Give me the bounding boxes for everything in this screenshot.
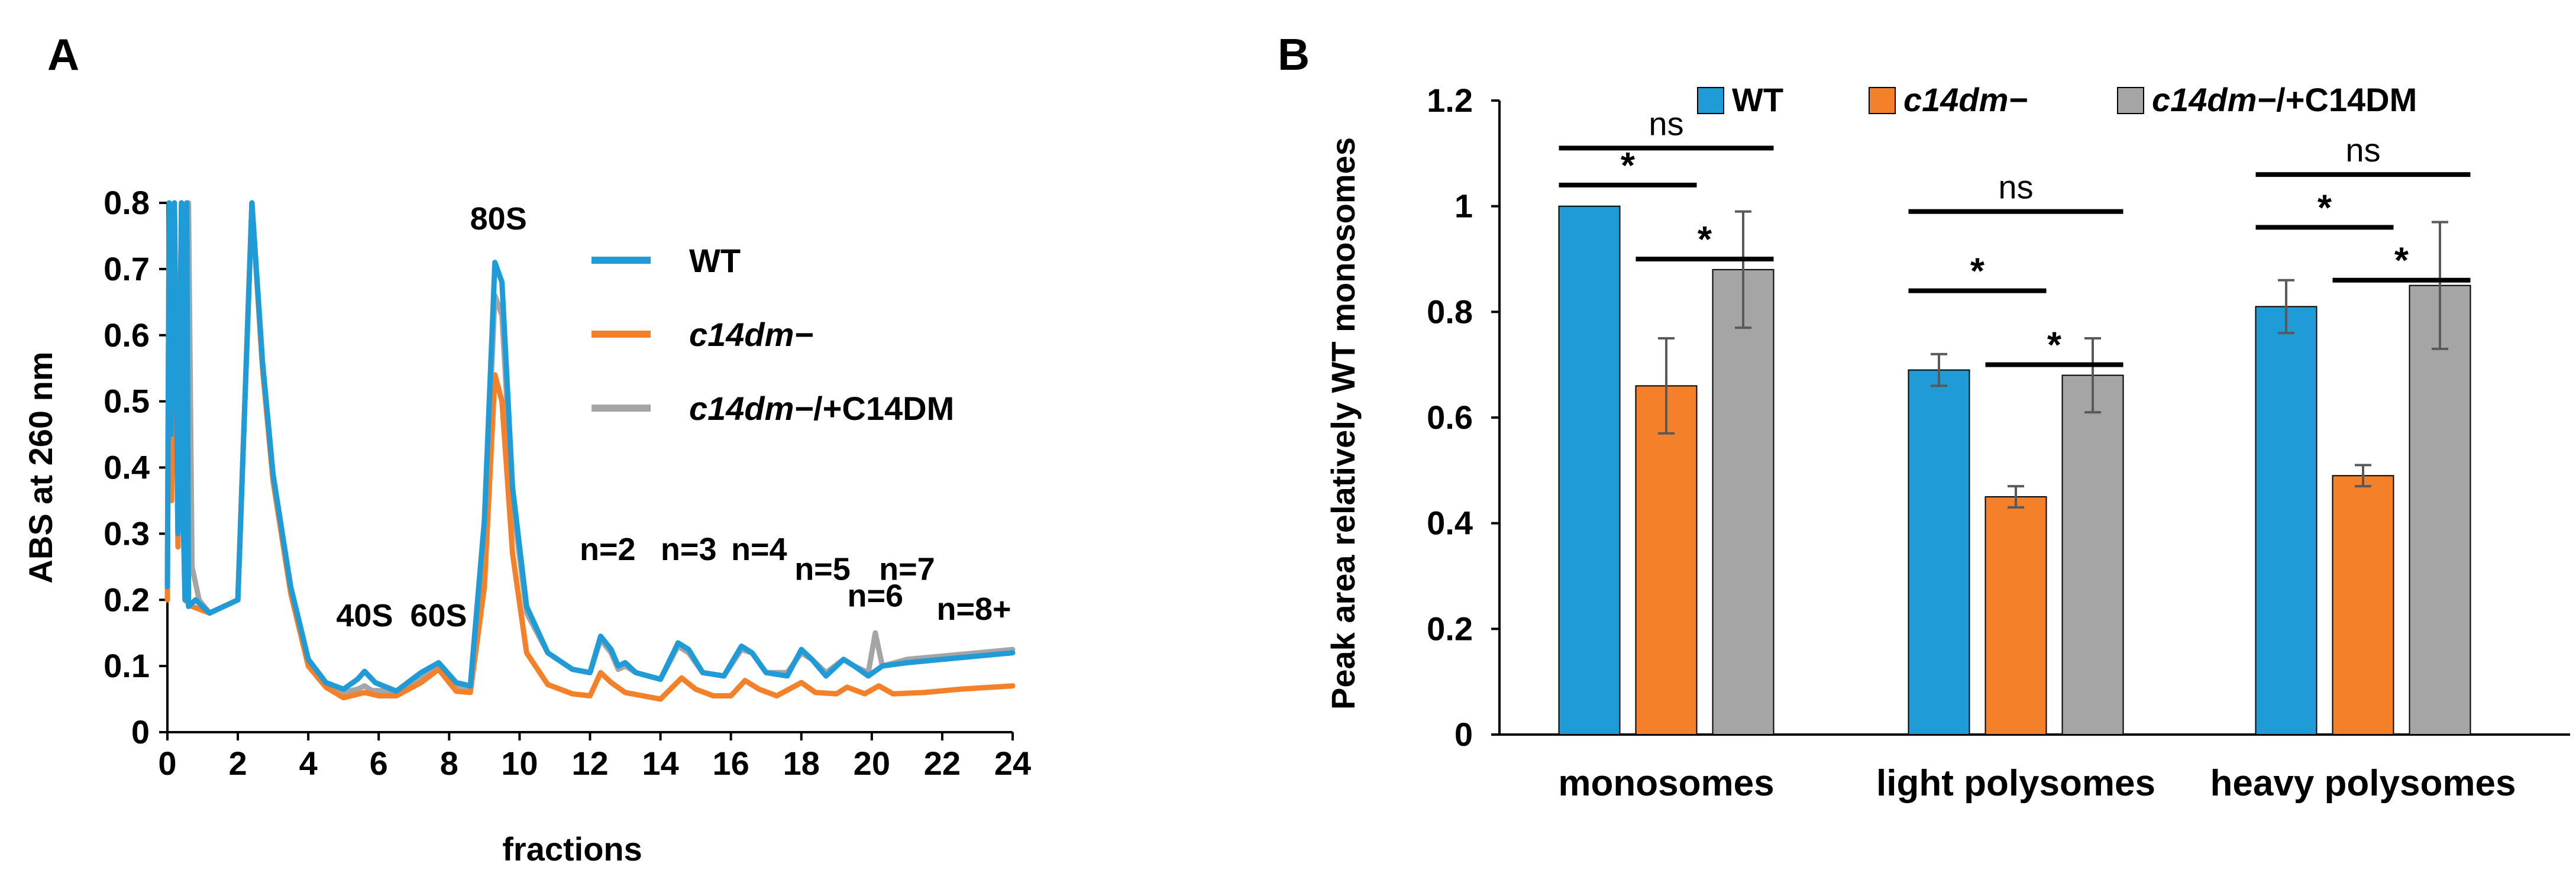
legend-label-rescue: c14dm−/+C14DM: [2152, 81, 2417, 118]
legend-label-text: c14dm−: [689, 316, 813, 353]
peak-annotation: n=5: [794, 552, 851, 587]
legend-label-suffix: /+C14DM: [813, 390, 954, 427]
category-label: monosomes: [1558, 763, 1774, 804]
peak-annotation: n=6: [848, 578, 904, 613]
y-tick-label: 0.2: [1427, 610, 1473, 647]
peak-annotation: n=3: [661, 532, 717, 567]
category-label: heavy polysomes: [2210, 763, 2516, 804]
y-tick-label: 0.5: [104, 383, 150, 420]
x-tick-label: 0: [158, 745, 176, 782]
x-tick-label: 6: [370, 745, 388, 782]
x-tick-label: 14: [642, 745, 678, 782]
legend-label-suffix: /+C14DM: [2276, 81, 2417, 118]
legend-label-italic: c14dm−: [689, 390, 813, 427]
bar-wt-1: [1908, 369, 1970, 735]
legend-label-mutant: c14dm−: [689, 316, 813, 353]
peak-annotation: n=2: [580, 532, 636, 567]
x-tick-label: 18: [783, 745, 820, 782]
peak-annotation: 60S: [410, 598, 467, 633]
legend-label-rescue: c14dm−/+C14DM: [689, 390, 954, 427]
significance-label: *: [1698, 219, 1712, 260]
y-tick-label: 0.7: [104, 250, 150, 287]
x-tick-label: 16: [713, 745, 749, 782]
x-tick-label: 12: [571, 745, 608, 782]
legend-swatch-rescue: [2117, 87, 2144, 114]
y-axis-label: ABS at 260 nm: [22, 351, 59, 583]
y-tick-label: 0.8: [1427, 293, 1473, 330]
y-tick-label: 0.2: [104, 581, 150, 618]
y-tick-label: 1: [1455, 187, 1473, 225]
legend-label-italic: c14dm−: [2152, 81, 2276, 118]
x-tick-label: 4: [299, 745, 318, 782]
panel-b-label: B: [1278, 30, 1310, 79]
y-tick-label: 0.4: [104, 449, 150, 486]
category-label: light polysomes: [1876, 763, 2155, 804]
significance-label: *: [2394, 241, 2409, 282]
peak-annotation: 80S: [470, 201, 527, 237]
bar-rescue-0: [1712, 269, 1775, 736]
y-tick-label: 0.6: [104, 316, 150, 354]
x-tick-label: 8: [440, 745, 458, 782]
legend-swatch-mutant: [1869, 87, 1896, 114]
x-tick-label: 24: [994, 745, 1031, 782]
series-line-mutant: [164, 200, 1016, 702]
significance-label: ns: [1998, 169, 2033, 206]
x-tick-label: 22: [924, 745, 961, 782]
bar-mutant-0: [1635, 385, 1698, 735]
peak-annotation: 40S: [336, 598, 393, 633]
x-tick-label: 10: [501, 745, 538, 782]
significance-label: ns: [2345, 131, 2380, 169]
chart-a: 00.10.20.30.40.50.60.70.80 2 4 6 8 10 12 14 16 18…: [22, 184, 1031, 868]
panel-a-label: A: [47, 30, 79, 79]
y-tick-label: 0.1: [104, 647, 150, 684]
legend-swatch-wt: [1697, 87, 1724, 114]
legend-label-wt: WT: [689, 242, 741, 279]
x-axis-label: fractions: [502, 830, 642, 868]
bar-rescue-2: [2409, 284, 2471, 735]
y-tick-label: 0.6: [1427, 399, 1473, 436]
x-tick-label: 20: [854, 745, 890, 782]
y-tick-label: 0: [1455, 716, 1473, 753]
bar-wt-2: [2255, 306, 2318, 735]
significance-label: *: [1621, 145, 1636, 186]
bar-rescue-1: [2061, 374, 2124, 735]
bar-mutant-1: [1984, 496, 2047, 735]
series-line-wt: [164, 200, 1016, 694]
significance-label: *: [2047, 325, 2062, 366]
chart-b: 0 0.2 0.4 0.6 0.8 1 1.2 Peak area relatively WT…: [1324, 81, 2570, 804]
significance-label: *: [2318, 187, 2332, 228]
y-axis-label: Peak area relatively WT monosomes: [1324, 137, 1362, 710]
y-tick-label: 0.8: [104, 184, 150, 221]
legend-label-text: WT: [1732, 81, 1783, 118]
significance-label: *: [1970, 251, 1985, 292]
legend-label-wt: WT: [1732, 81, 1783, 118]
bar-wt-0: [1558, 205, 1621, 735]
legend-label-mutant: c14dm−: [1903, 81, 2028, 118]
significance-label: ns: [1649, 105, 1683, 142]
peak-annotation: n=7: [879, 552, 935, 587]
bar-mutant-2: [2332, 475, 2394, 735]
y-tick-label: 0.4: [1427, 504, 1473, 542]
y-tick-label: 0: [131, 713, 150, 751]
legend-label-text: c14dm−: [1903, 81, 2028, 118]
peak-annotation: n=4: [731, 532, 787, 567]
x-tick-label: 2: [229, 745, 247, 782]
y-tick-label: 0.3: [104, 515, 150, 552]
y-tick-label: 1.2: [1427, 82, 1473, 119]
peak-annotation: n=8+: [936, 591, 1011, 627]
legend-label-text: WT: [689, 242, 741, 279]
